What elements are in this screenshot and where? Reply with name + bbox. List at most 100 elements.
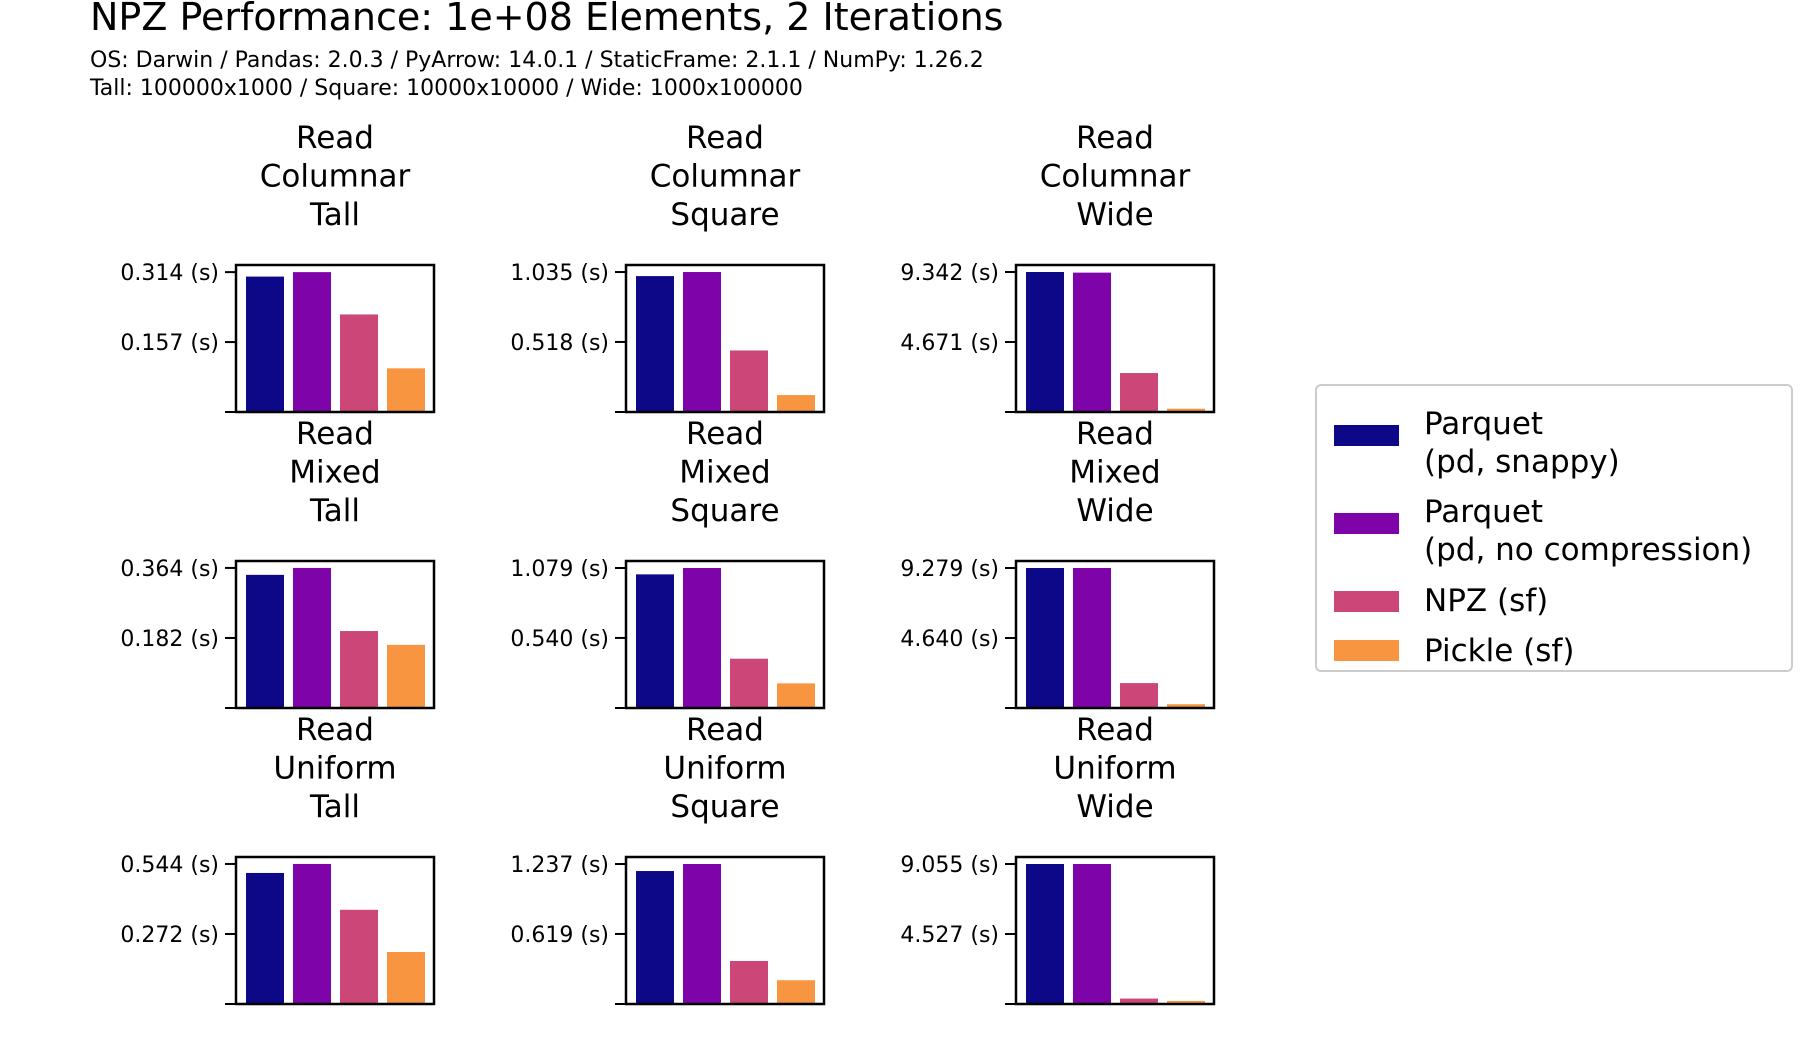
y-tick-label: 4.671 (s) — [900, 331, 999, 356]
bar-2 — [293, 272, 331, 412]
y-tick-label: 1.035 (s) — [510, 261, 609, 286]
subplot-title: Read Columnar Tall — [260, 120, 411, 233]
legend-item-1: Parquet (pd, snappy) — [1334, 406, 1620, 480]
subplot-9: Read Uniform Wide 9.055 (s) 4.527 (s) — [900, 712, 1216, 1006]
subplot-title-line: Read — [296, 416, 374, 452]
y-tick-label: 0.544 (s) — [120, 853, 219, 878]
y-tick-label: 9.055 (s) — [900, 853, 999, 878]
plot-frame — [1014, 559, 1216, 710]
subplot-title-line: Columnar — [1040, 159, 1191, 195]
subplot-title-line: Mixed — [679, 455, 771, 491]
y-tick-label: 4.527 (s) — [900, 923, 999, 948]
bar-4 — [387, 951, 425, 1004]
subplot-title: Read Uniform Tall — [273, 712, 396, 825]
legend-label-line: (pd, no compression) — [1424, 532, 1752, 568]
bar-3 — [1120, 998, 1158, 1004]
subplot-title-line: Read — [686, 120, 764, 156]
bar-2 — [293, 863, 331, 1004]
bar-3 — [340, 314, 378, 412]
y-tick-label: 4.640 (s) — [900, 627, 999, 652]
subplot-8: Read Uniform Square 1.237 (s) 0.619 (s) — [510, 712, 826, 1006]
subplot-title-line: Read — [296, 120, 374, 156]
subplot-title-line: Columnar — [260, 159, 411, 195]
bar-4 — [777, 683, 815, 708]
subplot-title: Read Uniform Wide — [1053, 712, 1176, 825]
bar-3 — [340, 909, 378, 1004]
y-tick-label: 0.364 (s) — [120, 557, 219, 582]
subplot-title-line: Read — [1076, 416, 1154, 452]
bar-1 — [636, 871, 674, 1004]
subplot-title-line: Read — [1076, 712, 1154, 748]
y-tick-label: 1.237 (s) — [510, 853, 609, 878]
bar-2 — [683, 272, 721, 412]
subplot-title-line: Wide — [1076, 197, 1153, 233]
subplot-title-line: Wide — [1076, 789, 1153, 825]
bar-2 — [683, 864, 721, 1004]
bar-1 — [1026, 864, 1064, 1004]
plot-frame — [624, 559, 826, 710]
bar-2 — [683, 568, 721, 708]
chart-subtitle-line-1: OS: Darwin / Pandas: 2.0.3 / PyArrow: 14… — [90, 48, 984, 73]
subplot-title: Read Mixed Square — [670, 416, 779, 529]
legend-label-line: (pd, snappy) — [1424, 444, 1620, 480]
bar-2 — [1073, 864, 1111, 1004]
plot-frame — [624, 263, 826, 414]
subplot-title: Read Uniform Square — [663, 712, 786, 825]
y-tick-label: 0.518 (s) — [510, 331, 609, 356]
subplot-title-line: Read — [686, 416, 764, 452]
subplot-title: Read Columnar Square — [650, 120, 801, 233]
legend-label-line: Parquet — [1424, 406, 1543, 442]
y-tick-label: 0.157 (s) — [120, 331, 219, 356]
bar-3 — [1120, 373, 1158, 412]
y-tick-label: 9.342 (s) — [900, 261, 999, 286]
chart-subtitle-line-2: Tall: 100000x1000 / Square: 10000x10000 … — [89, 76, 803, 101]
subplot-6: Read Mixed Wide 9.279 (s) 4.640 (s) — [900, 416, 1216, 710]
subplot-title-line: Tall — [309, 493, 360, 529]
subplot-title-line: Read — [1076, 120, 1154, 156]
legend-swatch — [1334, 425, 1399, 446]
bar-1 — [1026, 568, 1064, 708]
plot-frame — [234, 559, 436, 710]
bar-2 — [1073, 272, 1111, 412]
subplot-title-line: Square — [670, 493, 779, 529]
legend-item-4: Pickle (sf) — [1334, 633, 1574, 669]
subplot-title: Read Columnar Wide — [1040, 120, 1191, 233]
bar-3 — [340, 631, 378, 708]
subplot-title-line: Uniform — [273, 751, 396, 787]
bar-3 — [730, 350, 768, 412]
subplot-title: Read Mixed Wide — [1069, 416, 1161, 529]
y-tick-label: 0.619 (s) — [510, 923, 609, 948]
bar-1 — [636, 276, 674, 412]
subplot-title-line: Square — [670, 789, 779, 825]
subplot-title-line: Tall — [309, 197, 360, 233]
bar-4 — [777, 980, 815, 1004]
bar-3 — [730, 658, 768, 708]
subplot-title: Read Mixed Tall — [289, 416, 381, 529]
plot-frame — [234, 263, 436, 414]
subplot-3: Read Columnar Wide 9.342 (s) 4.671 (s) — [900, 120, 1216, 414]
subplot-title-line: Read — [296, 712, 374, 748]
subplot-title-line: Uniform — [663, 751, 786, 787]
legend-label: NPZ (sf) — [1424, 583, 1548, 619]
legend-frame — [1315, 384, 1793, 672]
legend-label-line: Parquet — [1424, 494, 1543, 530]
bar-3 — [730, 960, 768, 1004]
plot-frame — [1014, 855, 1216, 1006]
y-tick-label: 0.540 (s) — [510, 627, 609, 652]
plot-frame — [624, 855, 826, 1006]
bar-4 — [387, 368, 425, 412]
bar-4 — [1167, 1000, 1205, 1004]
bar-4 — [777, 395, 815, 412]
legend-swatch — [1334, 591, 1399, 612]
plot-frame — [234, 855, 436, 1006]
bar-1 — [246, 276, 284, 412]
y-tick-label: 0.314 (s) — [120, 261, 219, 286]
subplot-title-line: Read — [686, 712, 764, 748]
bar-2 — [293, 567, 331, 708]
legend-label: Parquet (pd, snappy) — [1424, 406, 1620, 480]
plot-frame — [1014, 263, 1216, 414]
bar-4 — [1167, 704, 1205, 708]
legend-label-line: NPZ (sf) — [1424, 583, 1548, 619]
